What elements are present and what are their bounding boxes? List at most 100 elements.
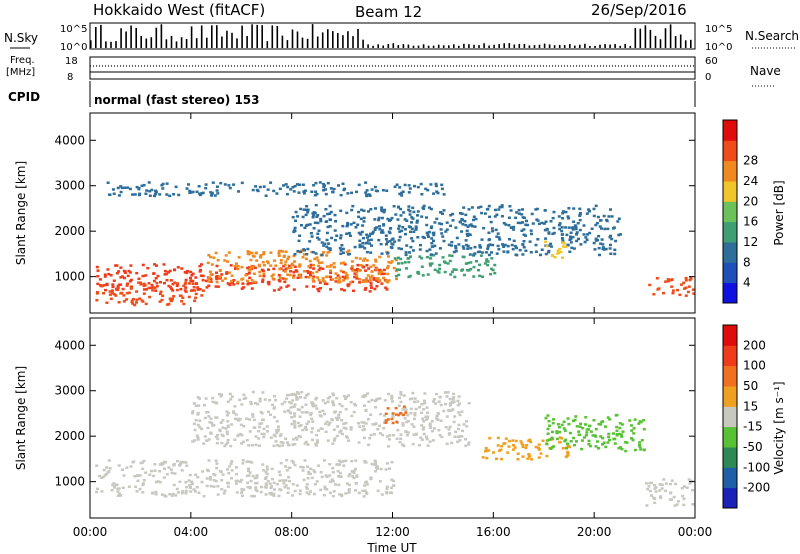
data-cell	[229, 444, 233, 448]
data-cell	[291, 399, 295, 402]
data-cell	[318, 414, 322, 417]
data-cell	[602, 441, 606, 444]
nsky-bar	[432, 45, 435, 48]
data-cell	[407, 208, 411, 211]
data-cell	[312, 213, 316, 217]
data-cell	[316, 276, 320, 279]
x-tick-label: 00:00	[73, 525, 108, 539]
data-cell	[679, 283, 683, 286]
data-cell	[251, 390, 255, 394]
data-cell	[496, 436, 500, 440]
data-cell	[110, 292, 114, 295]
data-cell	[390, 478, 394, 481]
data-cell	[247, 474, 251, 477]
data-cell	[337, 413, 341, 417]
data-cell	[369, 265, 373, 268]
data-cell	[301, 256, 305, 259]
data-cell	[234, 267, 238, 270]
data-cell	[551, 216, 555, 220]
nsky-bar	[362, 39, 364, 48]
data-cell	[347, 249, 351, 252]
data-cell	[215, 462, 219, 465]
data-cell	[347, 491, 351, 494]
data-cell	[329, 269, 332, 272]
data-cell	[153, 263, 157, 266]
data-cell	[435, 217, 439, 221]
data-cell	[349, 281, 353, 284]
data-cell	[232, 411, 236, 415]
data-cell	[269, 493, 273, 496]
data-cell	[576, 222, 580, 225]
data-cell	[326, 400, 330, 403]
data-cell	[387, 260, 391, 264]
nsky-bar	[558, 44, 561, 48]
data-cell	[617, 432, 621, 436]
data-cell	[573, 418, 577, 422]
data-cell	[378, 279, 382, 282]
data-cell	[322, 459, 326, 462]
data-cell	[328, 248, 332, 251]
data-cell	[379, 242, 383, 246]
nsky-bar	[160, 24, 163, 48]
data-cell	[545, 442, 549, 446]
data-cell	[204, 397, 208, 400]
data-cell	[209, 277, 213, 281]
data-cell	[496, 244, 500, 248]
data-cell	[389, 227, 393, 230]
data-cell	[466, 225, 470, 228]
data-cell	[493, 263, 497, 267]
data-cell	[220, 273, 224, 276]
data-cell	[285, 458, 289, 462]
data-cell	[480, 251, 484, 254]
data-cell	[452, 250, 456, 254]
data-cell	[301, 183, 305, 186]
data-cell	[215, 402, 219, 405]
nsky-bar	[478, 45, 480, 48]
data-cell	[333, 213, 337, 217]
data-cell	[179, 287, 183, 291]
data-cell	[220, 441, 224, 445]
nsky-bar	[553, 45, 556, 48]
data-cell	[688, 482, 692, 485]
data-cell	[211, 424, 215, 427]
data-cell	[464, 213, 468, 217]
data-cell	[205, 477, 209, 480]
data-cell	[169, 468, 173, 471]
data-cell	[460, 230, 464, 233]
data-cell	[358, 239, 362, 242]
data-cell	[608, 247, 612, 250]
data-cell	[401, 422, 405, 425]
data-cell	[287, 255, 291, 259]
data-cell	[190, 480, 193, 483]
power-colorbar-label: Power [dB]	[772, 180, 786, 245]
data-cell	[558, 222, 562, 225]
data-cell	[172, 483, 176, 487]
data-cell	[562, 420, 566, 424]
data-cell	[151, 289, 155, 292]
data-cell	[398, 268, 402, 271]
data-cell	[352, 289, 355, 293]
data-cell	[519, 440, 523, 443]
data-cell	[216, 437, 220, 441]
data-cell	[155, 285, 159, 288]
data-cell	[669, 491, 673, 495]
data-cell	[485, 258, 489, 261]
data-cell	[454, 268, 458, 271]
data-cell	[315, 192, 319, 196]
data-cell	[116, 284, 120, 288]
data-cell	[111, 188, 115, 191]
data-cell	[336, 470, 340, 473]
data-cell	[140, 184, 144, 188]
data-cell	[291, 263, 295, 267]
colorbar-segment	[723, 201, 737, 223]
data-cell	[192, 286, 196, 289]
data-cell	[600, 227, 603, 230]
data-cell	[321, 267, 325, 270]
data-cell	[310, 190, 314, 193]
data-cell	[278, 280, 282, 283]
data-cell	[357, 269, 361, 272]
nsky-bar	[619, 45, 621, 48]
data-cell	[278, 473, 282, 477]
data-cell	[478, 263, 482, 267]
data-cell	[314, 444, 318, 447]
